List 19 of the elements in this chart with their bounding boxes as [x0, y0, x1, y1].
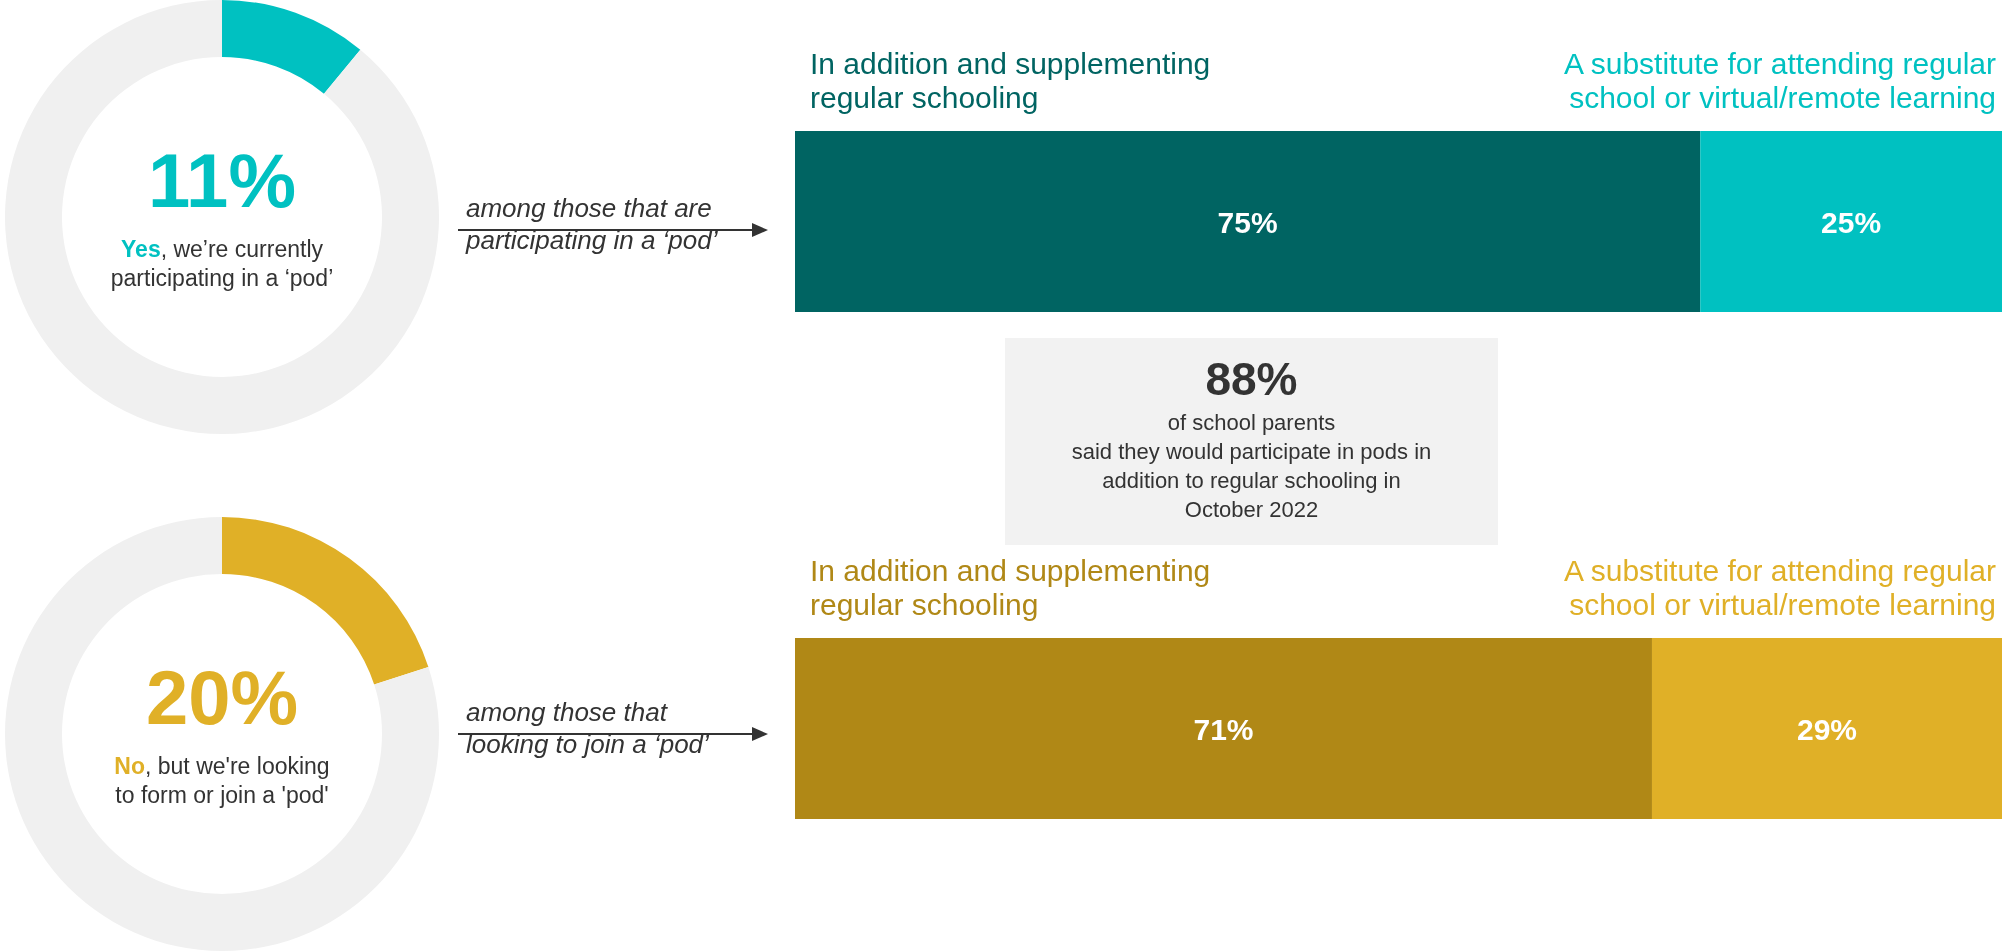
slice-label: Yes, we’re currently participating in a ‘pod’: [110, 236, 334, 291]
series-label: In addition and supplementing regular schooling: [810, 47, 1211, 114]
data-label: 71%: [1193, 712, 1254, 746]
data-label: 75%: [1217, 205, 1278, 239]
text: 88%: [1205, 353, 1298, 405]
series-label: A substitute for attending regular school or virtual/remote learning: [1564, 47, 1996, 114]
series-label: A substitute for attending regular school or virtual/remote learning: [1564, 554, 1996, 621]
text: among those that are participating in a ‘pod’: [465, 193, 719, 255]
donut-slice: [5, 0, 439, 434]
data-label: 29%: [1796, 712, 1858, 746]
text: of school parents said they would participate in pods in addition to regular schooling in October 2022: [1071, 410, 1432, 522]
donut-slice: [5, 517, 439, 951]
donut-slice: [222, 0, 361, 94]
slice-label: No, but we're looking to form or join a 'pod': [114, 753, 330, 808]
text: among those that looking to join a ‘pod’: [466, 697, 711, 759]
data-label: 11%: [148, 138, 296, 223]
data-label: 20%: [145, 655, 299, 740]
data-label: 25%: [1821, 205, 1882, 239]
series-label: In addition and supplementing regular schooling: [810, 554, 1211, 621]
